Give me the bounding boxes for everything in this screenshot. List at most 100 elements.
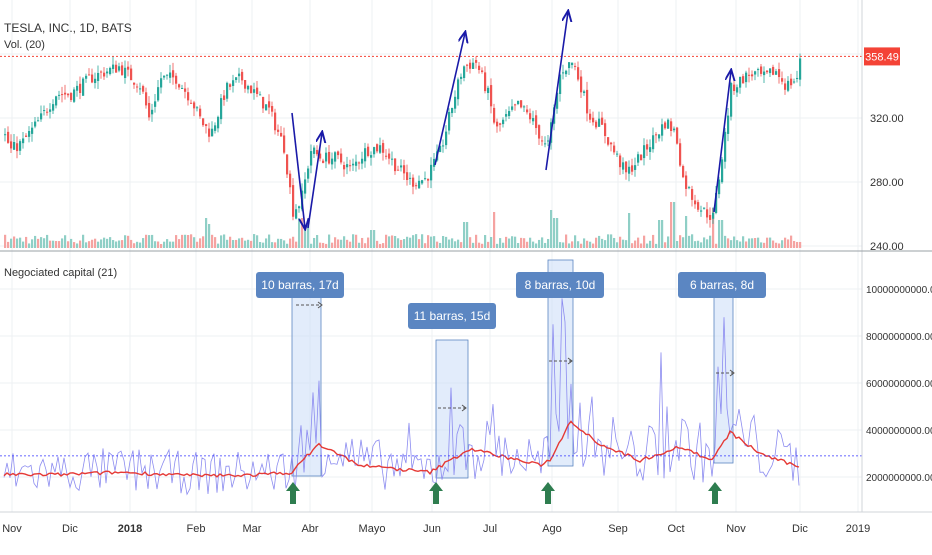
- volume-bar: [346, 239, 349, 248]
- candle-body: [556, 92, 559, 109]
- callout-box-4: [678, 272, 766, 298]
- candle-body: [178, 84, 181, 88]
- candle-body: [769, 68, 772, 74]
- volume-bar: [793, 240, 796, 248]
- volume-bar: [241, 237, 244, 248]
- volume-bar: [58, 241, 61, 248]
- candle-body: [244, 79, 247, 89]
- candle-body: [169, 72, 172, 78]
- candle-body: [394, 158, 397, 172]
- volume-bar: [766, 237, 769, 248]
- candle-body: [292, 185, 295, 217]
- volume-bar: [493, 212, 496, 248]
- volume-bar: [196, 241, 199, 248]
- volume-bar: [703, 237, 706, 248]
- candle-body: [208, 128, 211, 137]
- volume-bar: [112, 240, 115, 248]
- candle-body: [601, 117, 604, 125]
- candle-body: [121, 65, 124, 75]
- candle-body: [787, 80, 790, 91]
- volume-bar: [571, 241, 574, 248]
- candle-body: [67, 93, 70, 96]
- candle-body: [775, 71, 778, 75]
- trend-arrows: [291, 12, 731, 228]
- volume-bar: [556, 218, 559, 248]
- volume-bar: [403, 239, 406, 248]
- capital-raw-line: [3, 298, 800, 496]
- volume-bar: [769, 237, 772, 248]
- volume-bar: [208, 224, 211, 248]
- volume-bar: [739, 241, 742, 248]
- candle-body: [580, 76, 583, 93]
- time-tick-13: Dic: [792, 523, 808, 535]
- candle-body: [739, 76, 742, 88]
- candle-body: [733, 84, 736, 92]
- candle-body: [226, 82, 229, 99]
- volume-bar: [634, 240, 637, 248]
- candle-body: [658, 134, 661, 139]
- volume-bar: [268, 234, 271, 248]
- candle-body: [694, 200, 697, 205]
- candle-body: [385, 155, 388, 157]
- projection-arrowhead-4: [729, 369, 735, 377]
- volume-bar: [172, 241, 175, 248]
- time-tick-0: Nov: [2, 523, 22, 535]
- candle-body: [616, 153, 619, 155]
- volume-bar: [604, 240, 607, 248]
- volume-bar: [16, 238, 19, 248]
- volume-bar: [211, 234, 214, 248]
- volume-bar: [679, 235, 682, 248]
- volume-bar: [388, 236, 391, 248]
- candle-body: [688, 187, 691, 189]
- volume-bar: [607, 234, 610, 248]
- candle-body: [304, 179, 307, 194]
- candle-body: [148, 102, 151, 118]
- time-tick-2: 2018: [118, 523, 142, 535]
- axes: 320.00 280.00 240.00 358.49 10000000000.0000…: [0, 0, 932, 535]
- candle-body: [748, 74, 751, 76]
- candle-body: [94, 78, 97, 84]
- candle-body: [682, 166, 685, 178]
- candle-body: [679, 143, 682, 166]
- volume-bar: [142, 238, 145, 248]
- volume-bar: [619, 236, 622, 248]
- candle-body: [199, 108, 202, 117]
- volume-bar: [328, 234, 331, 248]
- candle-body: [598, 118, 601, 127]
- candle-body: [280, 132, 283, 137]
- volume-bar: [22, 241, 25, 248]
- volume-bar: [55, 241, 58, 248]
- signal-arrow-1: [286, 482, 300, 504]
- volume-bar: [508, 238, 511, 248]
- volume-bar: [64, 235, 67, 248]
- candle-body: [526, 109, 529, 113]
- time-tick-5: Abr: [301, 523, 318, 535]
- time-tick-3: Feb: [187, 523, 206, 535]
- candle-body: [793, 81, 796, 83]
- candle-body: [634, 165, 637, 170]
- callout-label-4: 6 barras, 8d: [690, 278, 754, 292]
- volume-bar: [583, 238, 586, 248]
- volume-bar: [718, 220, 721, 248]
- highlight-box-4: [713, 291, 734, 464]
- candle-body: [448, 111, 451, 131]
- volume-bar: [631, 243, 634, 248]
- volume-bar: [412, 235, 415, 248]
- candle-body: [310, 151, 313, 166]
- candle-body: [535, 115, 538, 129]
- volume-bar: [727, 238, 730, 248]
- volume-bar: [799, 242, 802, 248]
- candle-body: [418, 180, 421, 189]
- price-tick-0: 320.00: [870, 113, 904, 125]
- candle-body: [202, 118, 205, 126]
- candle-body: [253, 89, 256, 93]
- volume-bar: [640, 243, 643, 248]
- candle-body: [43, 110, 46, 112]
- volume-bar: [751, 238, 754, 248]
- volume-bar: [505, 236, 508, 248]
- candle-body: [643, 145, 646, 159]
- volume-bar: [202, 236, 205, 248]
- volume-bar: [700, 242, 703, 248]
- volume-bar: [736, 240, 739, 248]
- candle-body: [190, 102, 193, 104]
